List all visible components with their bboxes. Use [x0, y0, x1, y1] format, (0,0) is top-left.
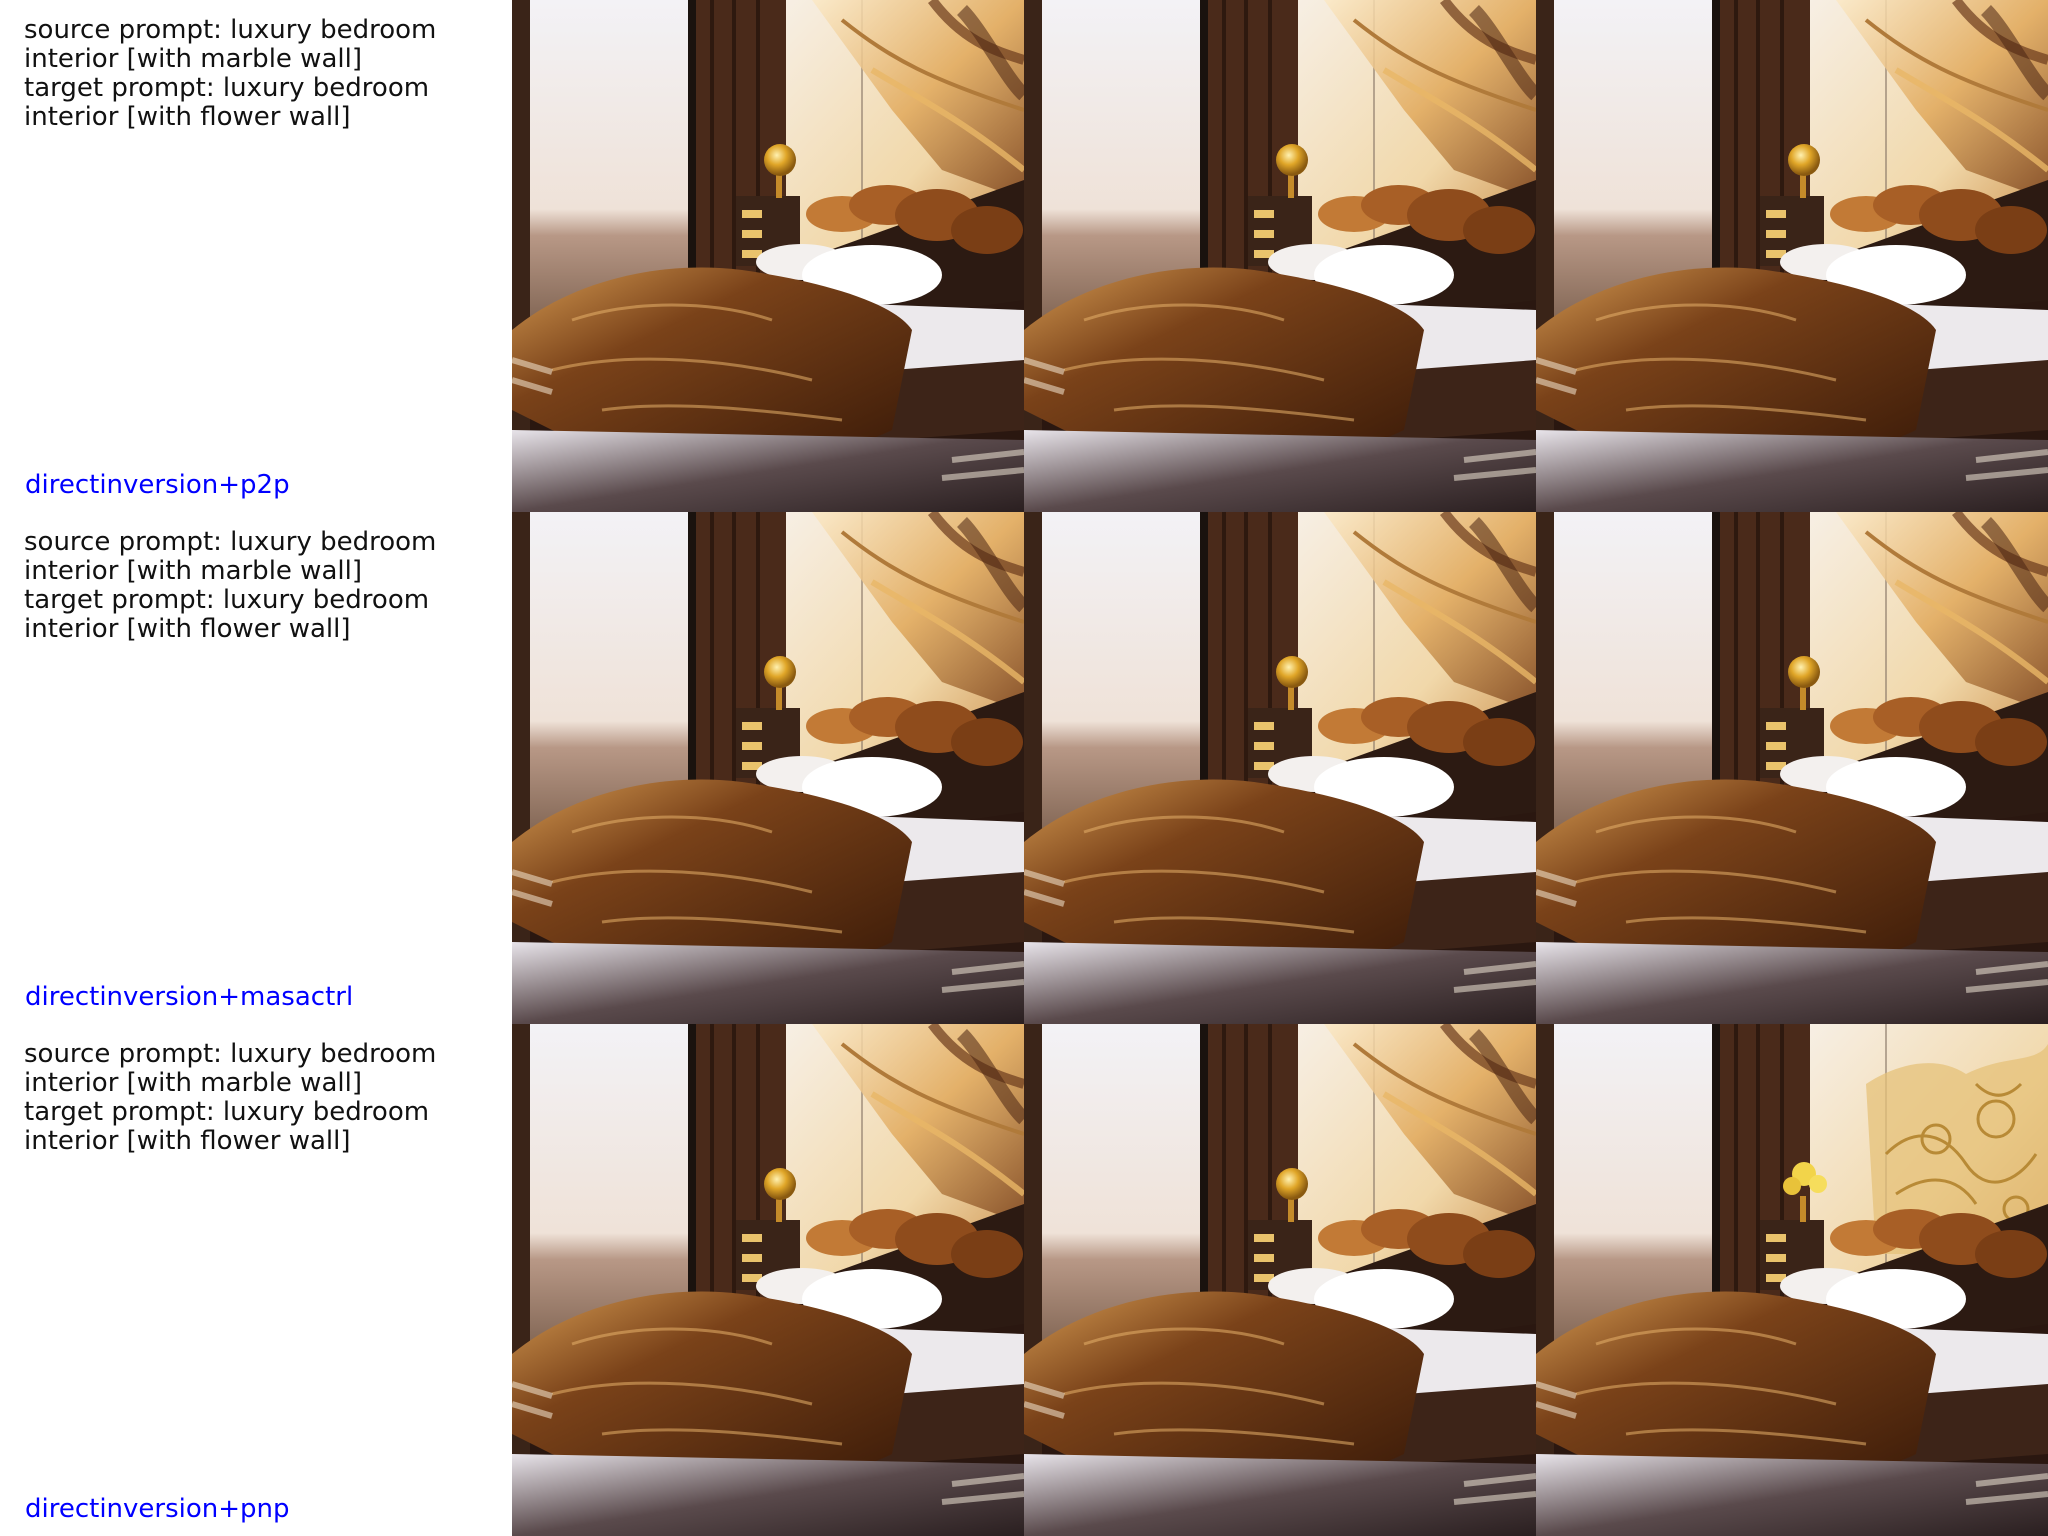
edited-image-a — [1024, 1024, 1536, 1536]
edited-image-b — [1536, 512, 2048, 1024]
source-image — [512, 0, 1024, 512]
edited-image-b — [1536, 0, 2048, 512]
prompt-line: source prompt: luxury bedroom — [24, 1039, 437, 1069]
source-image — [512, 1024, 1024, 1536]
prompt-line: target prompt: luxury bedroom — [24, 1097, 430, 1127]
prompt-line: source prompt: luxury bedroom — [24, 15, 437, 45]
source-image — [512, 512, 1024, 1024]
prompt-line: interior [with flower wall] — [24, 1126, 351, 1156]
prompt-line: interior [with marble wall] — [24, 556, 362, 586]
row-label-panel: source prompt: luxury bedroom interior [… — [0, 512, 512, 1024]
prompt-line: interior [with marble wall] — [24, 44, 362, 74]
result-row-p2p: source prompt: luxury bedroom interior [… — [0, 0, 2048, 512]
prompt-line: target prompt: luxury bedroom — [24, 585, 430, 615]
method-label: directinversion+masactrl — [25, 982, 354, 1012]
prompt-line: interior [with marble wall] — [24, 1068, 362, 1098]
result-row-pnp: source prompt: luxury bedroom interior [… — [0, 1024, 2048, 1536]
prompt-text: source prompt: luxury bedroom interior [… — [24, 1040, 494, 1156]
edited-image-a — [1024, 512, 1536, 1024]
prompt-line: target prompt: luxury bedroom — [24, 73, 430, 103]
edited-image-a — [1024, 0, 1536, 512]
prompt-line: interior [with flower wall] — [24, 102, 351, 132]
method-label: directinversion+pnp — [25, 1494, 290, 1524]
result-row-masactrl: source prompt: luxury bedroom interior [… — [0, 512, 2048, 1024]
method-label: directinversion+p2p — [25, 470, 290, 500]
edited-image-b — [1536, 1024, 2048, 1536]
row-label-panel: source prompt: luxury bedroom interior [… — [0, 1024, 512, 1536]
prompt-text: source prompt: luxury bedroom interior [… — [24, 528, 494, 644]
prompt-text: source prompt: luxury bedroom interior [… — [24, 16, 494, 132]
prompt-line: source prompt: luxury bedroom — [24, 527, 437, 557]
row-label-panel: source prompt: luxury bedroom interior [… — [0, 0, 512, 512]
prompt-line: interior [with flower wall] — [24, 614, 351, 644]
